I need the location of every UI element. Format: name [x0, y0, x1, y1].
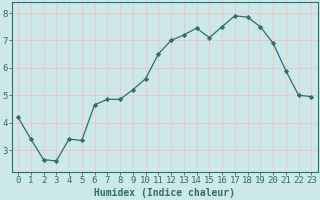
X-axis label: Humidex (Indice chaleur): Humidex (Indice chaleur) — [94, 188, 235, 198]
